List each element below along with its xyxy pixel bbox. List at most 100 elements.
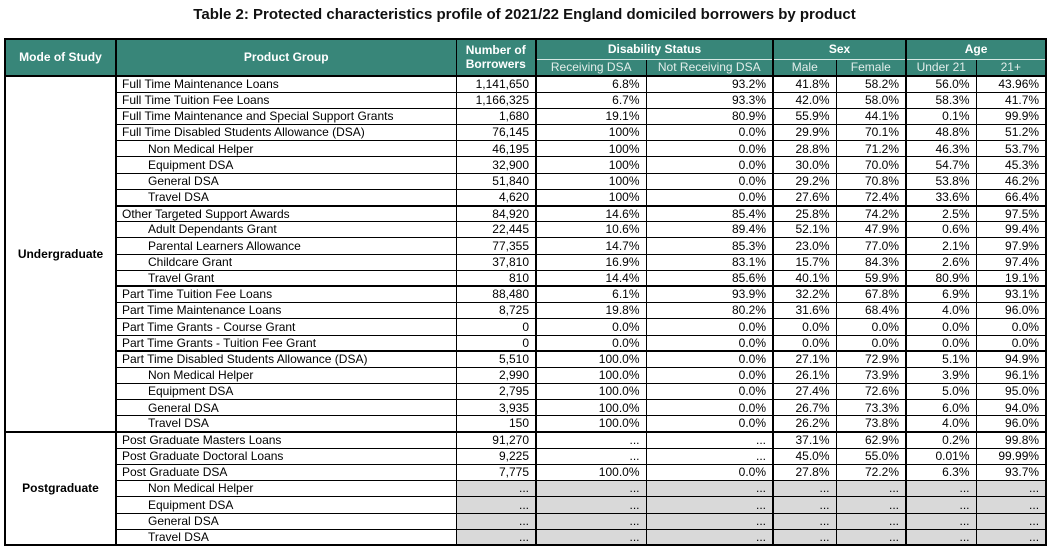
borrowers-cell: 5,510	[455, 350, 537, 368]
age-21-plus-cell: 94.0%	[975, 399, 1047, 417]
female-cell: 72.6%	[835, 383, 907, 401]
female-cell: 58.0%	[835, 91, 907, 109]
male-cell: 0.0%	[772, 334, 837, 352]
table-row: Parental Learners Allowance 77,355 14.7% 85…	[5, 237, 1047, 255]
borrowers-cell: 76,145	[455, 124, 537, 142]
male-cell: 25.8%	[772, 204, 837, 223]
age-21-plus-cell: 53.7%	[975, 140, 1047, 158]
borrowers-cell: ...	[455, 480, 537, 498]
product-group-cell: Part Time Maintenance Loans	[115, 302, 457, 320]
male-cell: 29.2%	[772, 172, 837, 190]
under-21-cell: 0.0%	[905, 318, 977, 336]
not-receiving-dsa-cell: 0.0%	[645, 399, 774, 417]
receiving-dsa-cell: ...	[535, 512, 647, 530]
female-cell: 77.0%	[835, 237, 907, 255]
table-row: Undergraduate Full Time Maintenance Loans…	[4, 74, 1047, 433]
not-receiving-dsa-cell: 0.0%	[645, 156, 774, 174]
product-group-cell: Part Time Disabled Students Allowance (D…	[115, 350, 457, 368]
table-row: Part Time Grants - Tuition Fee Grant 0 0.0…	[5, 334, 1047, 352]
product-group-cell: Travel DSA	[115, 188, 457, 207]
under-21-cell: 48.8%	[905, 124, 977, 142]
table-row: General DSA 3,935 100.0% 0.0% 26.7% 73.3% 6.0%…	[5, 399, 1047, 417]
male-cell: 28.8%	[772, 140, 837, 158]
product-group-cell: Non Medical Helper	[115, 366, 457, 385]
not-receiving-dsa-cell: ...	[645, 447, 774, 466]
age-21-plus-cell: ...	[975, 496, 1047, 514]
age-21-plus-cell: 96.0%	[975, 415, 1047, 433]
table-row: Equipment DSA.....................	[5, 496, 1047, 514]
product-group-cell: General DSA	[115, 399, 457, 417]
col-group-sex: Sex	[772, 38, 907, 60]
male-cell: ...	[772, 480, 837, 498]
product-group-cell: Full Time Disabled Students Allowance (D…	[115, 124, 457, 142]
under-21-cell: 53.8%	[905, 172, 977, 190]
not-receiving-dsa-cell: 0.0%	[645, 350, 774, 368]
borrowers-cell: 0	[455, 334, 537, 352]
table-row: Part Time Disabled Students Allowance (D…	[5, 350, 1047, 368]
age-21-plus-cell: 0.0%	[975, 334, 1047, 352]
under-21-cell: 46.3%	[905, 140, 977, 158]
male-cell: 55.9%	[772, 107, 837, 126]
age-21-plus-cell: 45.3%	[975, 156, 1047, 174]
product-group-cell: Equipment DSA	[115, 156, 457, 174]
female-cell: 44.1%	[835, 107, 907, 126]
female-cell: 84.3%	[835, 253, 907, 271]
borrowers-cell: 8,725	[455, 302, 537, 320]
male-cell: 27.6%	[772, 188, 837, 207]
borrowers-cell: 7,775	[455, 463, 537, 482]
female-cell: 72.9%	[835, 350, 907, 368]
product-group-cell: Travel DSA	[115, 415, 457, 433]
female-cell: 47.9%	[835, 221, 907, 239]
age-21-plus-cell: 66.4%	[975, 188, 1047, 207]
product-group-cell: Post Graduate Doctoral Loans	[115, 447, 457, 466]
table-row: Full Time Maintenance and Special Suppor…	[5, 107, 1047, 126]
receiving-dsa-cell: 6.8%	[535, 74, 647, 93]
male-cell: 32.2%	[772, 285, 837, 304]
not-receiving-dsa-cell: 85.6%	[645, 269, 774, 287]
under-21-cell: ...	[905, 496, 977, 514]
female-cell: 0.0%	[835, 318, 907, 336]
male-cell: 30.0%	[772, 156, 837, 174]
under-21-cell: 6.0%	[905, 399, 977, 417]
col-header-number-of-borrowers: Number of Borrowers	[455, 38, 537, 77]
age-21-plus-cell: 99.99%	[975, 447, 1047, 466]
male-cell: 23.0%	[772, 237, 837, 255]
not-receiving-dsa-cell: ...	[645, 496, 774, 514]
male-cell: 29.9%	[772, 124, 837, 142]
product-group-cell: Non Medical Helper	[115, 480, 457, 498]
not-receiving-dsa-cell: 80.2%	[645, 302, 774, 320]
borrowers-cell: 0	[455, 318, 537, 336]
under-21-cell: 4.0%	[905, 302, 977, 320]
table-row: Travel DSA.....................	[5, 528, 1047, 546]
female-cell: 62.9%	[835, 431, 907, 449]
table-row: Equipment DSA 2,795 100.0% 0.0% 27.4% 72.6% 5.…	[5, 383, 1047, 401]
not-receiving-dsa-cell: 89.4%	[645, 221, 774, 239]
not-receiving-dsa-cell: 0.0%	[645, 188, 774, 207]
borrowers-cell: 1,141,650	[455, 74, 537, 93]
female-cell: 59.9%	[835, 269, 907, 287]
female-cell: ...	[835, 512, 907, 530]
under-21-cell: 58.3%	[905, 91, 977, 109]
not-receiving-dsa-cell: 0.0%	[645, 415, 774, 433]
male-cell: 27.8%	[772, 463, 837, 482]
age-21-plus-cell: 94.9%	[975, 350, 1047, 368]
col-group-disability-status: Disability Status	[534, 38, 774, 60]
receiving-dsa-cell: 19.8%	[535, 302, 647, 320]
borrowers-cell: 1,166,325	[455, 91, 537, 109]
product-group-cell: General DSA	[115, 512, 457, 530]
table-row: General DSA 51,840 100% 0.0% 29.2% 70.8% 53.8%…	[5, 172, 1047, 190]
receiving-dsa-cell: 6.7%	[535, 91, 647, 109]
female-cell: 72.4%	[835, 188, 907, 207]
under-21-cell: 56.0%	[905, 74, 977, 93]
table-row: Adult Dependants Grant 22,445 10.6% 89.4% 52…	[5, 221, 1047, 239]
borrowers-cell: ...	[455, 496, 537, 514]
age-21-plus-cell: 99.4%	[975, 221, 1047, 239]
age-21-plus-cell: 96.0%	[975, 302, 1047, 320]
not-receiving-dsa-cell: 85.4%	[645, 204, 774, 223]
female-cell: 72.2%	[835, 463, 907, 482]
female-cell: ...	[835, 480, 907, 498]
age-21-plus-cell: 95.0%	[975, 383, 1047, 401]
not-receiving-dsa-cell: 0.0%	[645, 334, 774, 352]
table-row: Travel Grant 810 14.4% 85.6% 40.1% 59.9% 80.9%…	[5, 269, 1047, 287]
male-cell: 45.0%	[772, 447, 837, 466]
